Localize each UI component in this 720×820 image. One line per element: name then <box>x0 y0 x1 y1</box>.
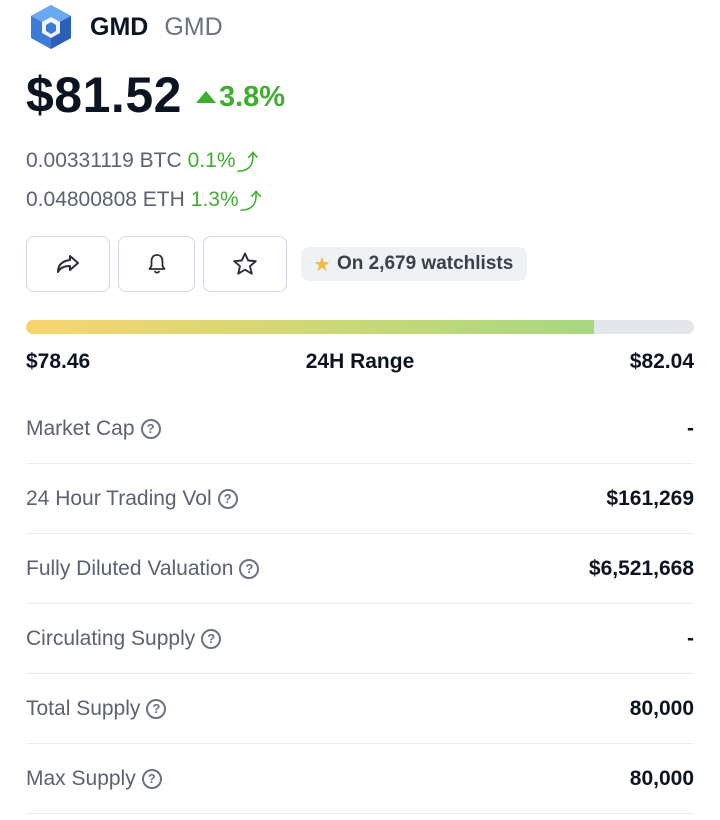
share-icon <box>57 255 79 273</box>
stat-row-trading-vol: 24 Hour Trading Vol ? $161,269 <box>26 464 694 534</box>
conversion-value: 0.00331119 BTC <box>26 149 182 172</box>
conversion-btc: 0.00331119 BTC 0.1% ⤴ <box>26 145 259 177</box>
conversion-change: 1.3% <box>190 188 239 211</box>
stat-label: Circulating Supply <box>26 626 196 650</box>
gmd-logo-icon <box>31 5 71 49</box>
stat-row-market-cap: Market Cap ? - <box>26 394 694 464</box>
alert-button[interactable] <box>118 236 195 292</box>
stat-value: 80,000 <box>629 766 694 790</box>
range-bar-track <box>26 320 694 334</box>
stat-row-total-supply: Total Supply ? 80,000 <box>26 674 694 744</box>
range-bar-fill <box>26 320 594 334</box>
question-circle-icon[interactable]: ? <box>141 768 162 789</box>
stat-value: - <box>687 416 694 440</box>
price-row: $81.52 3.8% <box>26 66 285 124</box>
watchlist-count-badge: ★ On 2,679 watchlists <box>301 247 528 281</box>
share-button[interactable] <box>26 236 110 292</box>
conversion-eth: 0.04800808 ETH 1.3% ⤴ <box>26 184 262 216</box>
stat-label: Total Supply <box>26 696 141 720</box>
question-circle-icon[interactable]: ? <box>239 558 260 579</box>
stat-label: Market Cap <box>26 416 135 440</box>
star-filled-icon: ★ <box>313 253 331 276</box>
star-icon <box>233 252 257 275</box>
watchlist-count-label: On 2,679 watchlists <box>336 253 514 274</box>
arrow-up-icon: ⤴ <box>239 189 262 214</box>
arrow-up-icon: ⤴ <box>236 150 259 175</box>
bell-icon <box>148 254 165 274</box>
stat-value: $6,521,668 <box>588 556 694 580</box>
stat-row-circulating-supply: Circulating Supply ? - <box>26 604 694 674</box>
action-bar: ★ On 2,679 watchlists <box>26 236 528 292</box>
question-circle-icon[interactable]: ? <box>146 698 167 719</box>
coin-name: GMD <box>90 12 149 41</box>
stat-row-fdv: Fully Diluted Valuation ? $6,521,668 <box>26 534 694 604</box>
stat-label: Max Supply <box>26 766 136 790</box>
coin-header: GMD GMD <box>26 0 223 54</box>
caret-up-icon <box>195 91 216 103</box>
question-circle-icon[interactable]: ? <box>201 628 222 649</box>
stat-row-max-supply: Max Supply ? 80,000 <box>26 744 694 814</box>
range-high: $82.04 <box>629 350 694 373</box>
question-circle-icon[interactable]: ? <box>140 418 161 439</box>
stat-label: 24 Hour Trading Vol <box>26 486 212 510</box>
conversion-change: 0.1% <box>187 149 236 172</box>
stat-value: - <box>687 626 694 650</box>
stats-list: Market Cap ? - 24 Hour Trading Vol ? $16… <box>26 394 694 814</box>
coin-symbol: GMD <box>164 12 223 41</box>
stat-value: 80,000 <box>629 696 694 720</box>
conversion-value: 0.04800808 ETH <box>26 188 185 211</box>
watchlist-star-button[interactable] <box>203 236 287 292</box>
range-labels: $78.46 24H Range $82.04 <box>26 350 694 378</box>
range-low: $78.46 <box>26 350 91 373</box>
range-title: 24H Range <box>305 350 415 373</box>
price-change-value: 3.8% <box>218 80 286 113</box>
stat-label: Fully Diluted Valuation <box>26 556 234 580</box>
question-circle-icon[interactable]: ? <box>217 488 238 509</box>
coin-price: $81.52 <box>26 67 182 123</box>
price-change-badge: 3.8% <box>195 80 286 114</box>
stat-value: $161,269 <box>606 486 694 510</box>
